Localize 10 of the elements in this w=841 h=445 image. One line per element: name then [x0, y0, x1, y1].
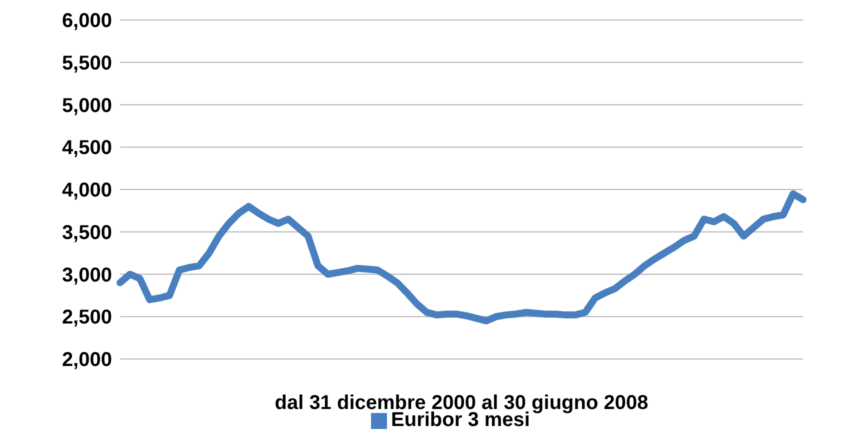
y-tick-label: 3,500	[62, 222, 112, 244]
y-tick-label: 5,500	[62, 52, 112, 74]
y-tick-label: 2,000	[62, 349, 112, 372]
y-tick-label: 4,500	[62, 137, 112, 160]
y-tick-label: 6,000	[62, 10, 112, 32]
y-tick-label: 4,000	[62, 180, 112, 202]
y-tick-label: 2,500	[62, 306, 112, 329]
y-tick-label: 3,000	[62, 264, 112, 286]
y-tick-label: 5,000	[62, 94, 112, 117]
legend-label: Euribor 3 mesi	[391, 409, 530, 431]
